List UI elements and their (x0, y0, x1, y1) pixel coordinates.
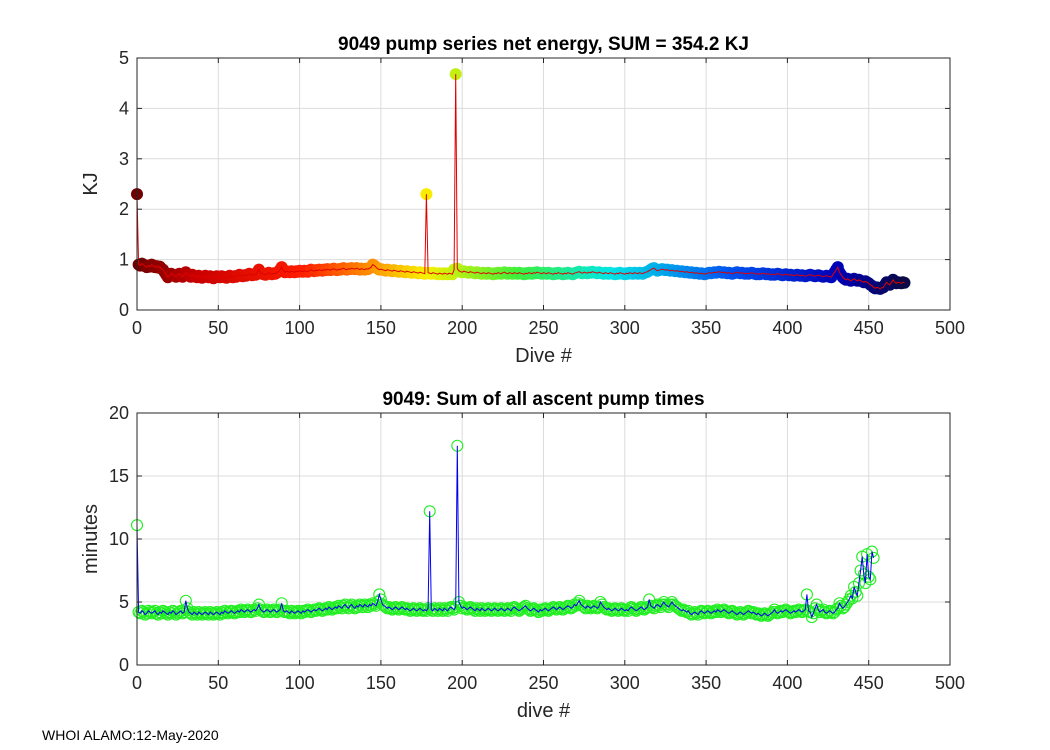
y-tick-label: 3 (119, 149, 129, 169)
data-point (316, 604, 329, 617)
chart-title: 9049 pump series net energy, SUM = 354.2… (338, 34, 749, 55)
x-tick-label: 400 (772, 673, 802, 693)
x-tick-label: 200 (447, 673, 477, 693)
y-tick-label: 5 (119, 592, 129, 612)
x-tick-label: 100 (285, 318, 315, 338)
x-tick-label: 0 (132, 673, 142, 693)
x-tick-label: 400 (772, 318, 802, 338)
x-tick-label: 50 (208, 673, 228, 693)
x-axis-label: dive # (517, 700, 571, 722)
data-point (342, 602, 355, 615)
x-tick-label: 350 (691, 318, 721, 338)
data-point (366, 597, 379, 610)
x-tick-label: 350 (691, 673, 721, 693)
data-point (755, 609, 768, 622)
x-tick-label: 50 (208, 318, 228, 338)
data-point (496, 603, 509, 616)
x-tick-label: 450 (854, 318, 884, 338)
data-point (730, 608, 744, 621)
y-tick-label: 4 (119, 98, 129, 118)
y-tick-label: 20 (109, 403, 129, 423)
data-point (633, 602, 646, 615)
data-point (672, 602, 685, 615)
data-point (756, 608, 770, 621)
pump-time-axes: 0 50 100 150 200 250 300 350 400 450 500 0 5 10 15 20 90… (80, 389, 965, 722)
y-axis-label: minutes (80, 504, 102, 574)
data-point (412, 603, 425, 616)
x-tick-label: 450 (854, 673, 884, 693)
data-point (711, 603, 724, 616)
data-point (612, 604, 625, 617)
x-tick-label: 300 (610, 318, 640, 338)
data-point (851, 589, 864, 602)
x-axis-label: Dive # (515, 345, 573, 367)
x-tick-label: 500 (935, 673, 965, 693)
x-tick-label: 100 (285, 673, 315, 693)
y-tick-label: 0 (119, 300, 129, 320)
y-tick-label: 10 (109, 529, 129, 549)
x-tick-label: 250 (528, 673, 558, 693)
y-tick-label: 15 (109, 466, 129, 486)
y-tick-label: 2 (119, 199, 129, 219)
data-point (631, 603, 644, 616)
data-point (638, 603, 651, 616)
data-point (659, 598, 672, 611)
data-point (651, 598, 664, 611)
data-point (264, 606, 277, 619)
data-point (613, 603, 626, 616)
data-point (410, 604, 423, 617)
data-point (789, 606, 802, 619)
data-point (148, 604, 161, 617)
y-tick-label: 0 (119, 655, 129, 675)
data-point (664, 598, 677, 611)
x-tick-label: 150 (366, 318, 396, 338)
chart-title: 9049: Sum of all ascent pump times (382, 389, 704, 410)
data-point (267, 603, 280, 616)
data-point (704, 607, 718, 620)
data-point (867, 551, 880, 564)
data-point (550, 603, 563, 616)
data-point (800, 588, 813, 601)
data-point (345, 598, 358, 611)
x-tick-label: 250 (528, 318, 558, 338)
series-line (136, 445, 875, 619)
data-point (462, 602, 475, 615)
data-point (794, 604, 807, 617)
data-point (228, 607, 241, 620)
y-tick-label: 5 (119, 48, 129, 68)
data-point (743, 606, 757, 619)
marker-group (130, 439, 880, 624)
data-point (179, 594, 192, 607)
x-tick-label: 200 (447, 318, 477, 338)
data-point (311, 603, 324, 616)
data-point (560, 600, 573, 614)
data-point (719, 604, 732, 617)
footer-stamp: WHOI ALAMO:12-May-2020 (42, 727, 219, 743)
y-axis-label: KJ (80, 172, 102, 195)
data-point (683, 607, 696, 620)
data-point (241, 603, 254, 616)
data-point (457, 600, 470, 614)
x-tick-label: 0 (132, 318, 142, 338)
data-point (742, 604, 755, 617)
y-tick-label: 1 (119, 250, 129, 270)
series-line (136, 74, 905, 290)
data-point (792, 603, 805, 616)
energy-axes: 0 50 100 150 200 250 300 350 400 450 500 0 1 2 3 4 5 9049… (80, 34, 965, 367)
data-point (700, 606, 713, 619)
x-tick-label: 500 (935, 318, 965, 338)
x-tick-label: 150 (366, 673, 396, 693)
data-point (420, 188, 433, 201)
x-tick-label: 300 (610, 673, 640, 693)
